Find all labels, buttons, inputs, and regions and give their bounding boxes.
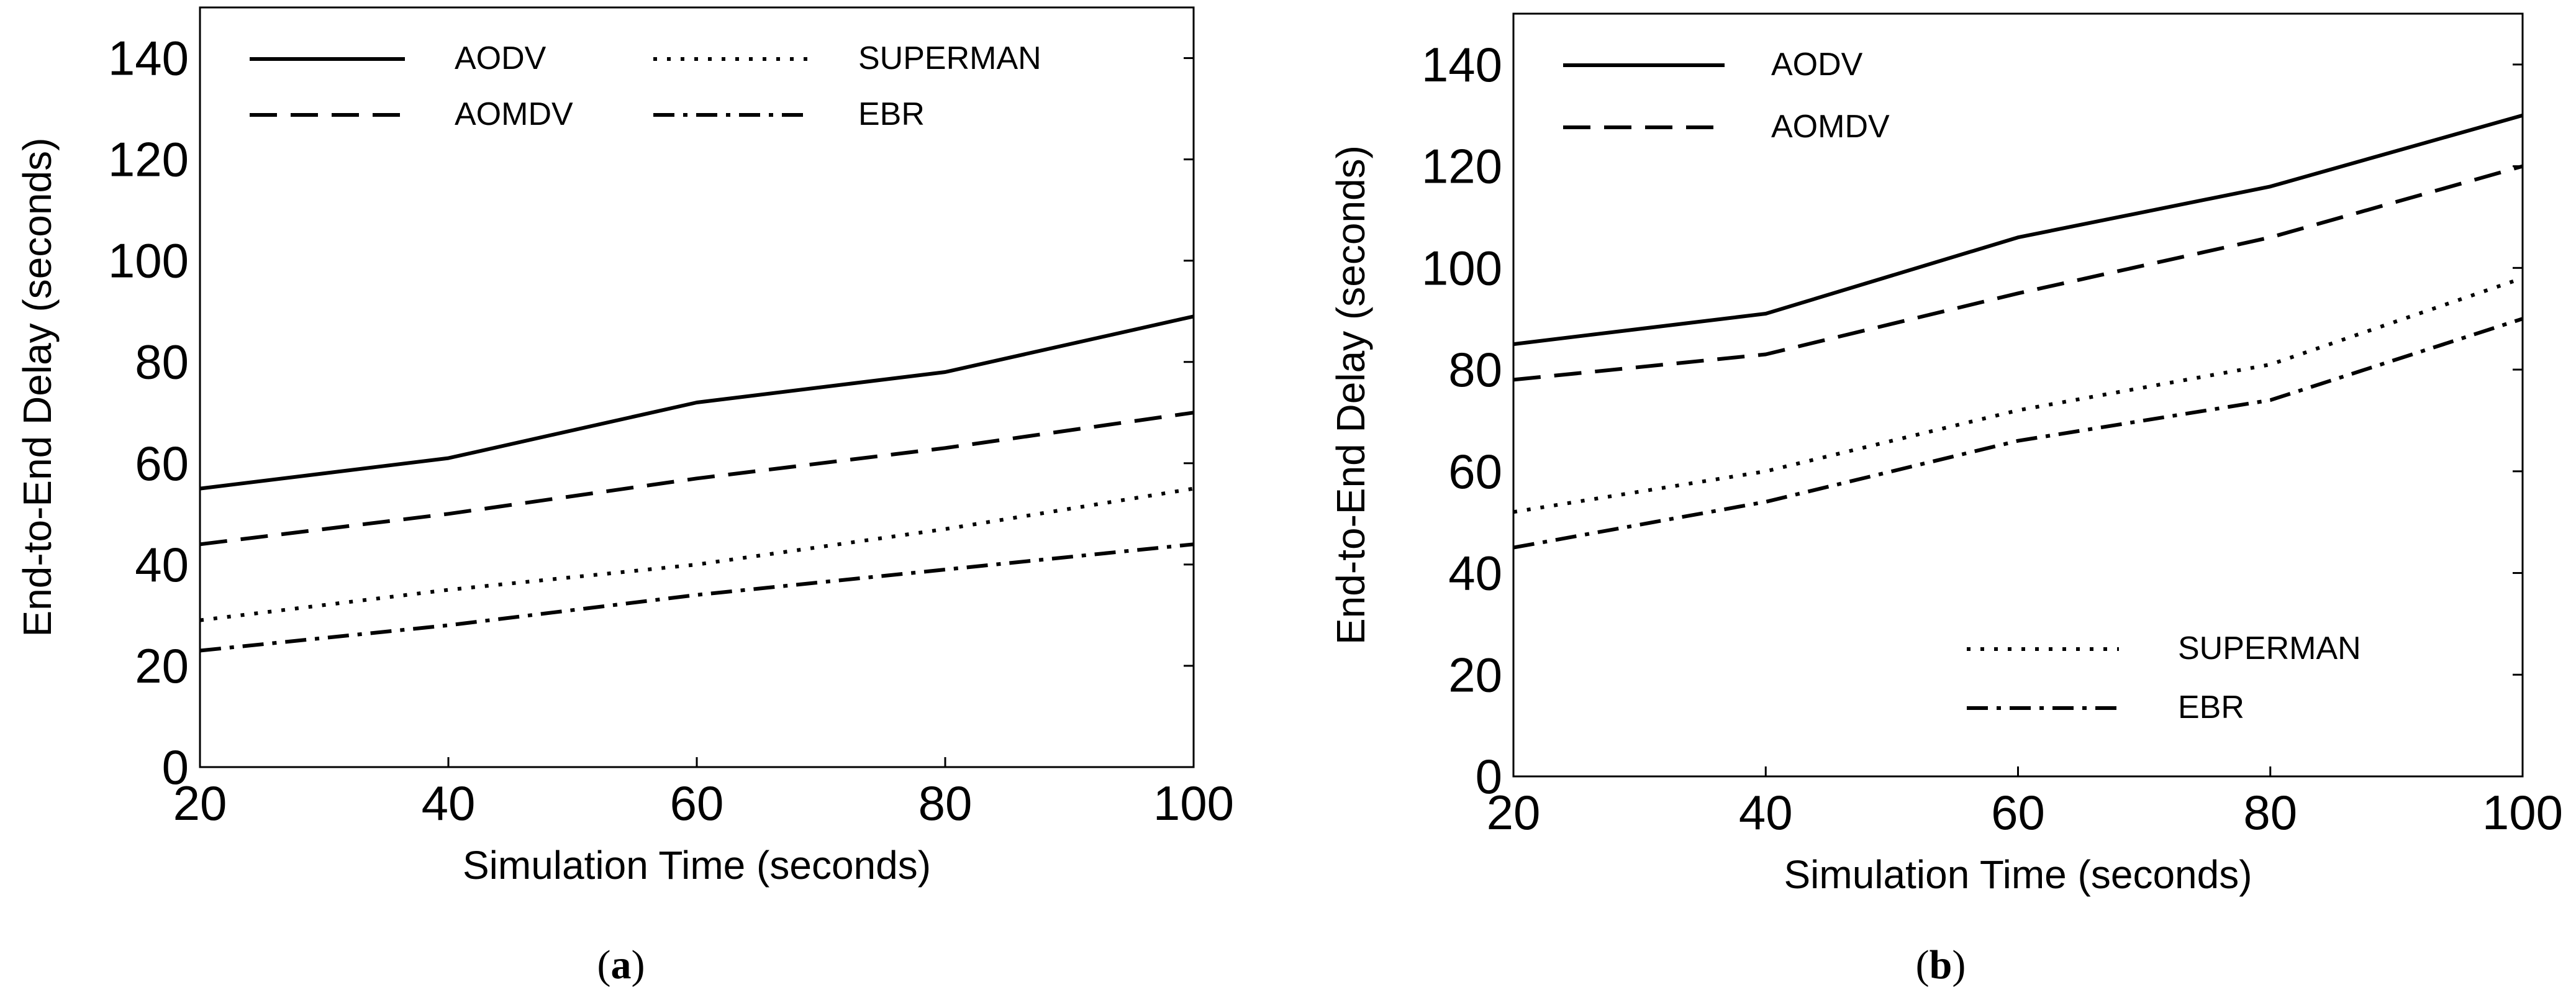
legend-label-ebr: EBR: [858, 96, 925, 132]
caption-close: ): [632, 942, 645, 988]
panel-caption: (a): [597, 942, 645, 988]
y-tick-label: 60: [135, 436, 189, 491]
x-tick-label: 40: [422, 776, 476, 830]
x-tick-label: 40: [1739, 785, 1793, 840]
x-tick-label: 60: [670, 776, 724, 830]
caption-open: (: [1916, 942, 1930, 988]
series-line-aomdv: [1513, 164, 2523, 382]
x-tick-label: 80: [2243, 785, 2297, 840]
legend-label-superman: SUPERMAN: [858, 40, 1041, 76]
y-tick-label: 20: [1448, 647, 1502, 702]
y-tick-label: 100: [1422, 240, 1502, 295]
caption-letter: a: [611, 942, 632, 988]
series-line-ebr: [199, 542, 1194, 653]
caption-close: ): [1952, 942, 1966, 988]
legend-label-aodv: AODV: [1771, 47, 1863, 83]
x-tick-label: 80: [918, 776, 973, 830]
panel-caption: (b): [1916, 942, 1966, 988]
y-tick-label: 0: [162, 740, 189, 794]
series-line-aodv: [199, 314, 1194, 491]
y-tick-label: 120: [108, 132, 189, 187]
legend-label-aodv: AODV: [455, 40, 546, 76]
y-tick-label: 80: [1448, 342, 1502, 397]
y-axis-label: End-to-End Delay (seconds): [15, 138, 60, 637]
y-tick-label: 120: [1422, 139, 1502, 194]
x-axis-label: Simulation Time (seconds): [463, 843, 931, 888]
x-tick-label: 100: [2482, 785, 2563, 840]
y-tick-label: 80: [135, 335, 189, 389]
legend-label-aomdv: AOMDV: [1771, 109, 1890, 145]
y-tick-label: 40: [135, 537, 189, 592]
series-line-superman: [1513, 276, 2523, 514]
y-tick-label: 20: [135, 639, 189, 693]
caption-open: (: [597, 942, 611, 988]
x-tick-label: 100: [1153, 776, 1234, 830]
y-tick-label: 100: [108, 234, 189, 288]
y-tick-label: 0: [1476, 749, 1502, 804]
y-tick-label: 60: [1448, 444, 1502, 499]
series-line-superman: [199, 486, 1194, 622]
series-line-ebr: [1513, 317, 2523, 550]
x-tick-label: 20: [173, 776, 227, 830]
x-tick-label: 20: [1487, 785, 1541, 840]
y-tick-label: 140: [108, 31, 189, 86]
y-tick-label: 40: [1448, 546, 1502, 601]
legend-label-ebr: EBR: [2178, 689, 2244, 725]
series-line-aomdv: [199, 411, 1194, 547]
y-tick-label: 140: [1422, 37, 1502, 92]
caption-letter: b: [1930, 942, 1952, 988]
x-tick-label: 60: [1991, 785, 2045, 840]
legend-label-superman: SUPERMAN: [2178, 630, 2361, 666]
series-line-aodv: [1513, 113, 2523, 347]
y-axis-label: End-to-End Delay (seconds): [1328, 145, 1373, 645]
plot-frame: [199, 6, 1195, 768]
x-axis-label: Simulation Time (seconds): [1784, 852, 2252, 897]
legend-label-aomdv: AOMDV: [455, 96, 573, 132]
